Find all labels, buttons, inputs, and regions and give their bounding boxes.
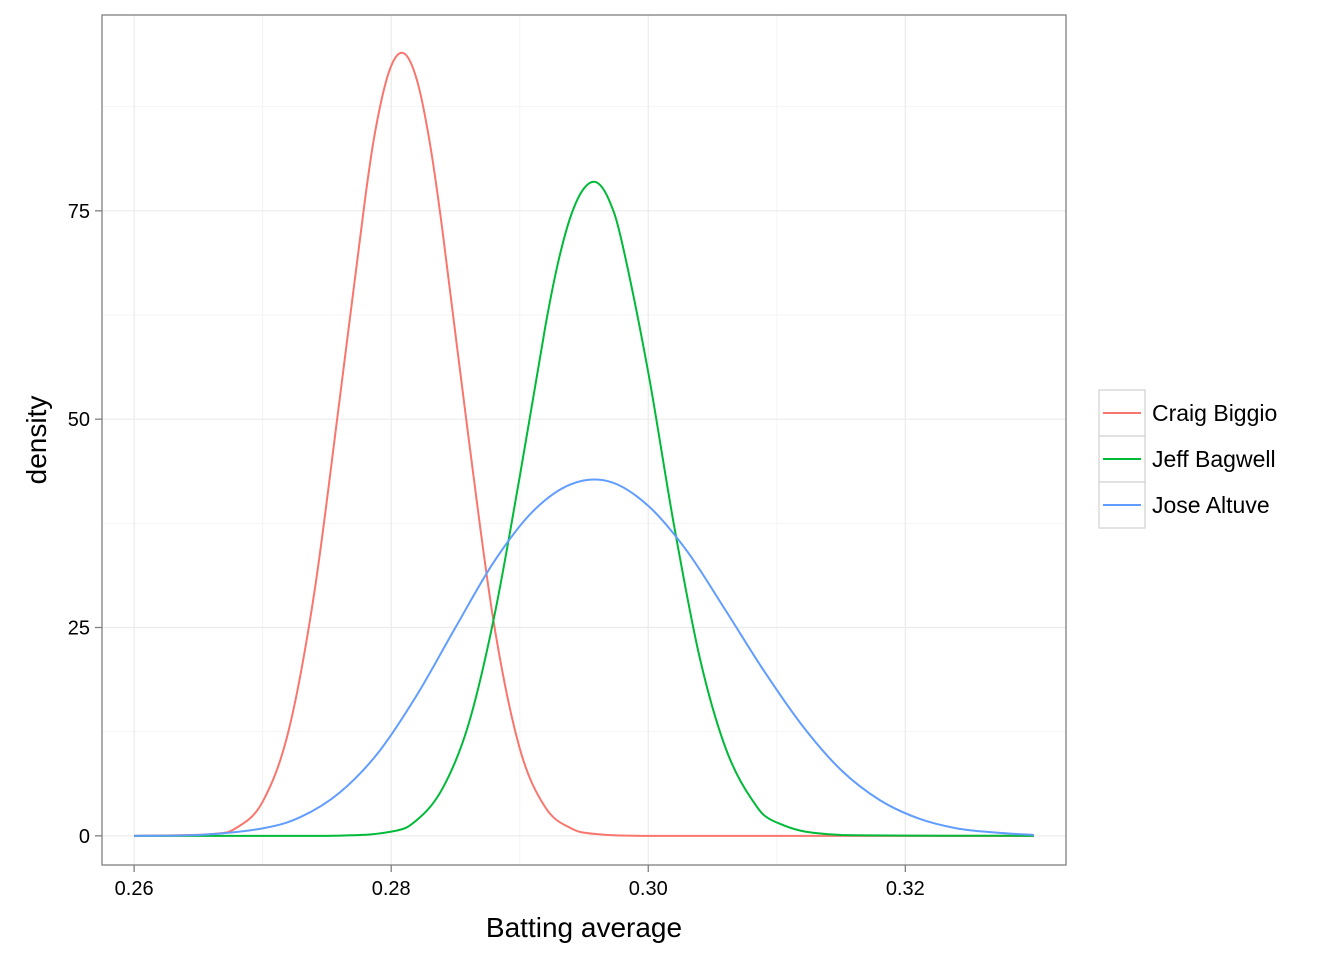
x-tick-label: 0.30 bbox=[629, 878, 668, 900]
y-axis-title: density bbox=[21, 396, 52, 485]
legend-label-craig-biggio: Craig Biggio bbox=[1152, 400, 1277, 426]
x-tick-label: 0.28 bbox=[372, 878, 411, 900]
legend: Craig Biggio Jeff Bagwell Jose Altuve bbox=[1098, 389, 1277, 529]
series-line-craig-biggio bbox=[134, 51, 1034, 837]
panel-border bbox=[101, 14, 1067, 866]
legend-label-jeff-bagwell: Jeff Bagwell bbox=[1152, 446, 1276, 472]
series-line-jeff-bagwell bbox=[134, 180, 1034, 837]
x-tick-label: 0.26 bbox=[115, 878, 154, 900]
y-tick-label: 25 bbox=[68, 618, 90, 640]
legend-label-jose-altuve: Jose Altuve bbox=[1152, 492, 1270, 518]
y-axis: 0 25 50 75 bbox=[68, 201, 102, 848]
panel-background bbox=[102, 15, 1066, 865]
x-axis: 0.26 0.28 0.30 0.32 bbox=[115, 865, 925, 900]
y-tick-label: 75 bbox=[68, 201, 90, 223]
grid-minor bbox=[102, 15, 1066, 865]
y-tick-label: 50 bbox=[68, 409, 90, 431]
series-layer bbox=[134, 51, 1034, 837]
y-tick-label: 0 bbox=[79, 826, 90, 848]
x-tick-label: 0.32 bbox=[886, 878, 925, 900]
series-line-jose-altuve bbox=[134, 478, 1034, 837]
x-axis-title: Batting average bbox=[486, 912, 682, 943]
